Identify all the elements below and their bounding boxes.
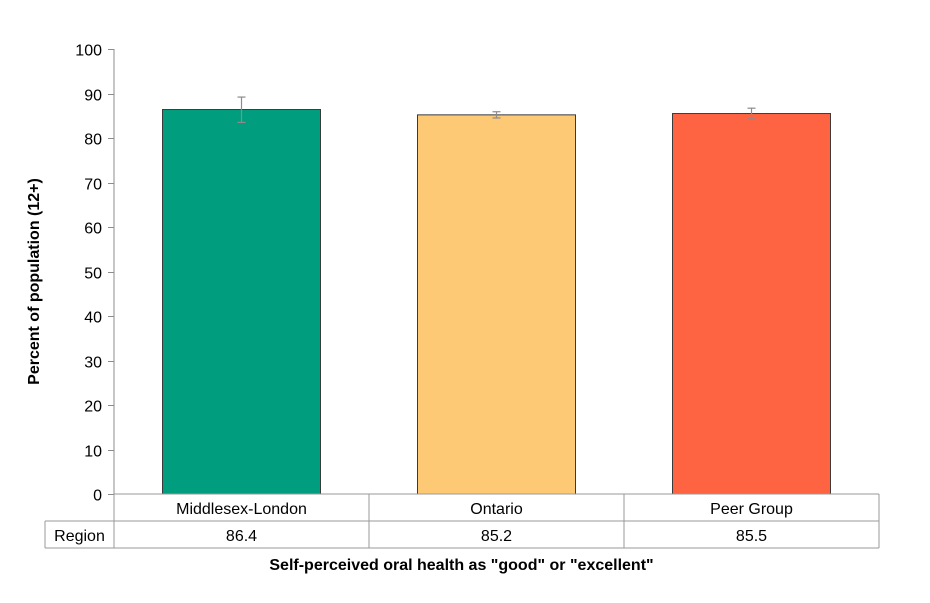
- bars-layer: [162, 109, 831, 495]
- y-tick-label: 50: [84, 266, 102, 283]
- data-label: 86.4: [226, 528, 257, 545]
- bar: [162, 109, 321, 495]
- data-label: 85.5: [736, 528, 767, 545]
- y-axis: 0 10 20 30 40 50 60 70 80 90 100: [75, 43, 115, 505]
- bar: [417, 114, 576, 495]
- y-tick-label: 30: [84, 355, 102, 372]
- y-tick-label: 20: [84, 399, 102, 416]
- y-tick-label: 100: [75, 43, 102, 60]
- data-table: Middlesex-London Ontario Peer Group Region 8…: [44, 493, 880, 549]
- bar: [672, 113, 831, 495]
- category-label: Peer Group: [710, 501, 793, 518]
- y-tick-label: 90: [84, 88, 102, 105]
- x-axis-title: Self-perceived oral health as "good" or …: [269, 557, 653, 574]
- y-tick-label: 60: [84, 221, 102, 238]
- category-label: Middlesex-London: [176, 501, 307, 518]
- y-tick-label: 10: [84, 444, 102, 461]
- table-row-label: Region: [54, 528, 105, 545]
- y-axis-title: Percent of population (12+): [26, 178, 43, 385]
- error-bars-layer: [237, 96, 756, 124]
- y-tick-label: 80: [84, 132, 102, 149]
- category-label: Ontario: [470, 501, 523, 518]
- y-tick-label: 70: [84, 177, 102, 194]
- y-tick-label: 0: [93, 488, 102, 505]
- y-tick-label: 40: [84, 310, 102, 327]
- data-label: 85.2: [481, 528, 512, 545]
